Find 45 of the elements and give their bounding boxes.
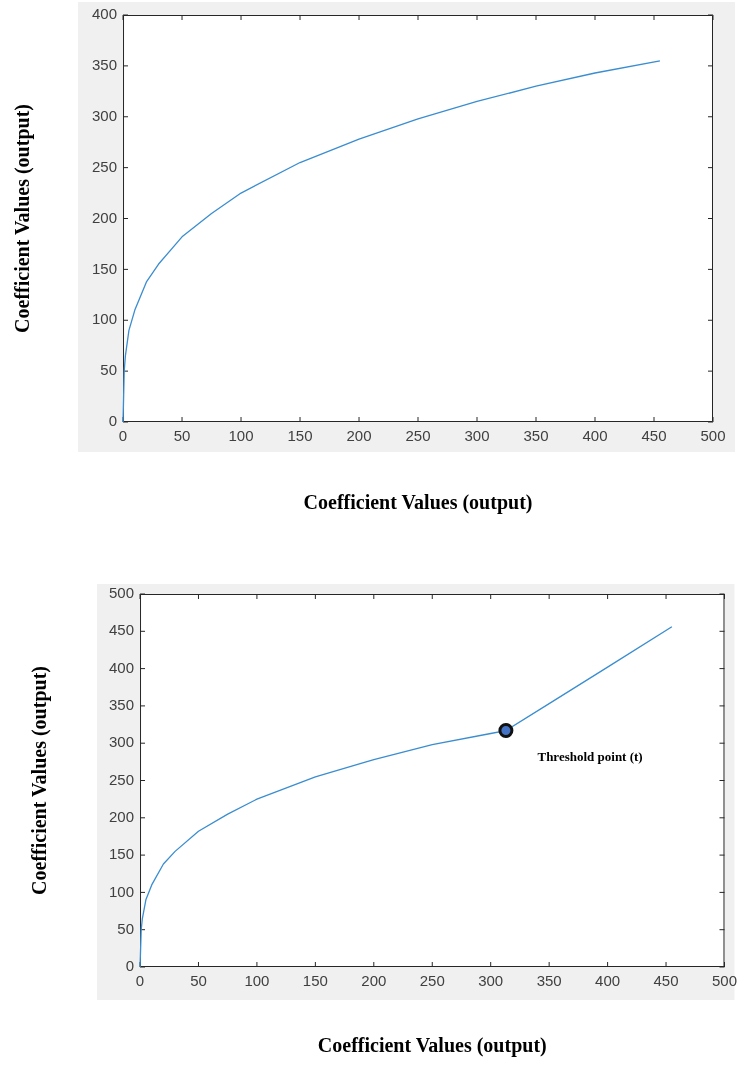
x-tick-label: 450 bbox=[653, 972, 679, 990]
y-tick-label: 0 bbox=[125, 957, 135, 975]
y-tick-label: 450 bbox=[109, 621, 135, 639]
y-axis-title: Coefficient Values (output) bbox=[28, 666, 52, 895]
y-tick-label: 150 bbox=[92, 259, 118, 277]
x-tick-label: 400 bbox=[582, 427, 608, 445]
y-tick-label: 100 bbox=[109, 882, 135, 900]
x-tick-label: 350 bbox=[523, 427, 549, 445]
y-tick-label: 300 bbox=[109, 733, 135, 751]
y-axis-title: Coefficient Values (output) bbox=[11, 104, 35, 333]
x-tick-label: 350 bbox=[536, 972, 562, 990]
x-tick-label: 150 bbox=[287, 427, 313, 445]
y-tick-label: 400 bbox=[109, 658, 135, 676]
x-tick-label: 500 bbox=[700, 427, 726, 445]
y-tick-label: 100 bbox=[92, 310, 118, 328]
y-tick-label: 400 bbox=[92, 5, 118, 23]
y-tick-label: 50 bbox=[100, 361, 118, 379]
y-tick-label: 350 bbox=[92, 56, 118, 74]
x-tick-label: 250 bbox=[405, 427, 431, 445]
y-tick-label: 250 bbox=[109, 770, 135, 788]
y-tick-label: 300 bbox=[92, 106, 118, 124]
x-tick-label: 500 bbox=[711, 972, 737, 990]
x-tick-label: 100 bbox=[228, 427, 254, 445]
x-tick-label: 300 bbox=[478, 972, 504, 990]
x-axis-title: Coefficient Values (output) bbox=[303, 491, 533, 515]
x-tick-label: 450 bbox=[641, 427, 667, 445]
y-tick-label: 0 bbox=[108, 412, 118, 430]
annotation: Threshold point (t) bbox=[537, 749, 643, 765]
x-tick-label: 200 bbox=[346, 427, 372, 445]
y-tick-label: 200 bbox=[109, 807, 135, 825]
x-tick-label: 50 bbox=[190, 972, 207, 990]
x-tick-label: 100 bbox=[244, 972, 270, 990]
y-tick-label: 500 bbox=[109, 584, 135, 602]
x-tick-label: 250 bbox=[419, 972, 445, 990]
x-tick-label: 50 bbox=[173, 427, 191, 445]
y-tick-label: 200 bbox=[92, 208, 118, 226]
y-tick-label: 150 bbox=[109, 845, 135, 863]
x-tick-label: 300 bbox=[464, 427, 490, 445]
y-tick-label: 50 bbox=[117, 919, 135, 937]
x-axis-title: Coefficient Values (output) bbox=[317, 1034, 547, 1058]
x-tick-label: 200 bbox=[361, 972, 387, 990]
x-tick-label: 150 bbox=[302, 972, 328, 990]
x-tick-label: 400 bbox=[595, 972, 621, 990]
y-tick-label: 250 bbox=[92, 157, 118, 175]
y-tick-label: 350 bbox=[109, 696, 135, 714]
